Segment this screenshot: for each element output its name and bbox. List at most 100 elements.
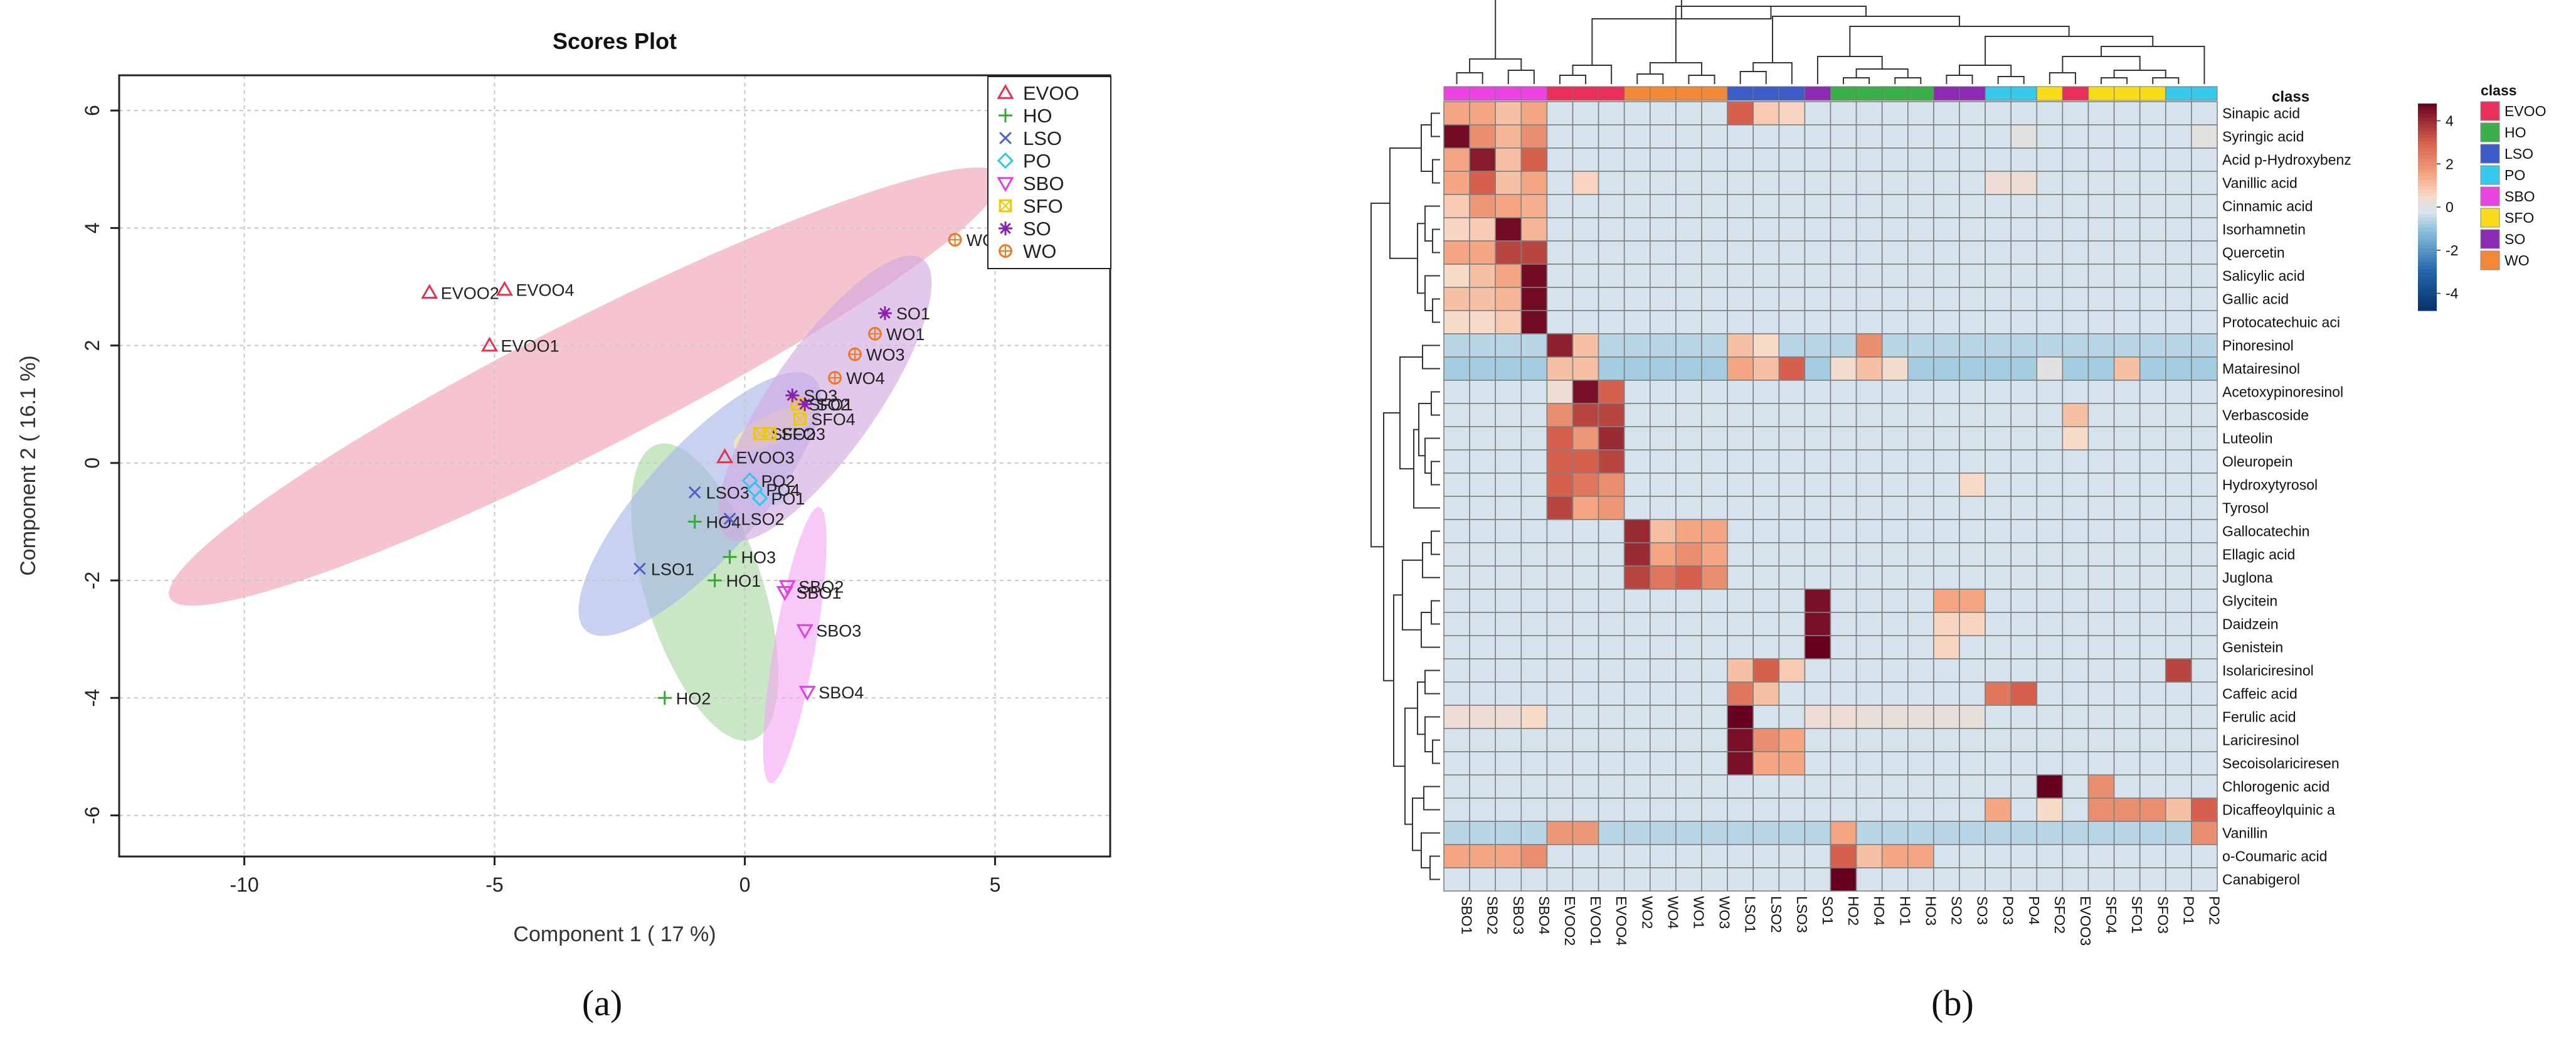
heatmap-cell <box>1623 310 1651 334</box>
heatmap-cell <box>1804 867 1831 892</box>
heatmap-cell <box>2010 774 2038 799</box>
legend-key-sfo <box>999 199 1012 213</box>
heatmap-cell <box>1907 240 1934 265</box>
colorbar-step <box>2418 155 2437 159</box>
heatmap-cell <box>1520 449 1548 474</box>
heatmap-cell <box>2087 240 2115 265</box>
heatmap-cell <box>1546 472 1574 497</box>
point-label: SFO4 <box>811 410 856 429</box>
heatmap-cell <box>1469 635 1497 659</box>
heatmap-cell <box>1855 426 1883 451</box>
heatmap-cell <box>2062 728 2089 752</box>
heatmap-cell <box>1804 844 1831 868</box>
heatmap-cell <box>1650 171 1677 195</box>
heatmap-cell <box>2087 519 2115 543</box>
heatmap-cell <box>1778 403 1806 427</box>
heatmap-cell <box>1650 310 1677 334</box>
heatmap-cell <box>1933 519 1960 543</box>
heatmap-cell <box>2087 589 2115 613</box>
heatmap-cell <box>1881 635 1909 659</box>
dendro-link <box>1559 75 1587 84</box>
heatmap-cell <box>1881 333 1909 358</box>
heatmap-cell <box>1985 728 2012 752</box>
heatmap-cell <box>2036 310 2064 334</box>
heatmap-cell <box>2087 867 2115 892</box>
heatmap-cell <box>1804 171 1831 195</box>
heatmap-cell <box>1752 310 1780 334</box>
heatmap-cell <box>1443 264 1470 288</box>
column-label: SBO2 <box>1485 896 1501 934</box>
heatmap-cell <box>2113 821 2141 845</box>
heatmap-cell <box>1959 217 1986 242</box>
heatmap-cell <box>1727 380 1754 404</box>
heatmap-cell <box>1727 449 1754 474</box>
row-label: Lariciresinol <box>2222 732 2299 749</box>
heatmap-cell <box>1675 101 1702 125</box>
heatmap-cell <box>1495 658 1522 683</box>
point-ho4 <box>687 515 702 529</box>
colorbar-step <box>2418 283 2437 287</box>
colorbar-step <box>2418 262 2437 267</box>
heatmap-cell <box>1623 426 1651 451</box>
heatmap-cell <box>1830 612 1857 636</box>
heatmap-cell <box>1650 542 1677 567</box>
heatmap-cell <box>2087 147 2115 172</box>
heatmap-cell <box>2010 472 2038 497</box>
heatmap-cell <box>1881 496 1909 520</box>
heatmap-cell <box>1881 519 1909 543</box>
heatmap-cell <box>2113 798 2141 822</box>
heatmap-cell <box>2036 635 2064 659</box>
row-label: Secoisolariciresen <box>2222 755 2340 772</box>
heatmap-cell <box>2191 751 2218 776</box>
heatmap-cell <box>1778 356 1806 381</box>
dendro-link <box>1849 26 2070 56</box>
heatmap-cell <box>1907 821 1934 845</box>
row-label: Hydroxytyrosol <box>2222 477 2318 493</box>
row-label: Juglona <box>2222 570 2273 586</box>
y-axis-label: Component 2 ( 16.1 %) <box>16 355 40 576</box>
heatmap-cell <box>1907 542 1934 567</box>
point-label: WO1 <box>886 325 925 344</box>
class-cell <box>1624 86 1651 101</box>
point-sfo3 <box>763 427 777 440</box>
heatmap-cell <box>1469 449 1497 474</box>
heatmap-cell <box>2191 867 2218 892</box>
heatmap-cell <box>1469 705 1497 729</box>
point-so1 <box>877 306 892 321</box>
heatmap-cell <box>1520 542 1548 567</box>
heatmap-cell <box>2191 171 2218 195</box>
heatmap-cell <box>1855 844 1883 868</box>
heatmap-cell <box>1469 821 1497 845</box>
colorbar-step <box>2418 214 2437 218</box>
heatmap-cell <box>1650 380 1677 404</box>
heatmap-cell <box>1598 774 1625 799</box>
heatmap-cell <box>1623 774 1651 799</box>
heatmap-cell <box>1520 681 1548 706</box>
heatmap-cell <box>1650 705 1677 729</box>
heatmap-cell <box>1650 821 1677 845</box>
column-label: PO2 <box>2206 896 2222 925</box>
heatmap-cell <box>2139 844 2166 868</box>
class-cell <box>1727 86 1754 101</box>
dendro-link <box>1997 76 2025 84</box>
heatmap-cell <box>1959 171 1986 195</box>
colorbar-step <box>2418 207 2437 211</box>
point-label: HO1 <box>726 572 761 590</box>
heatmap-cell <box>2036 264 2064 288</box>
point-sbo4 <box>798 686 816 701</box>
point-label: WO3 <box>866 346 905 365</box>
heatmap-cell <box>1907 681 1934 706</box>
heatmap-cell <box>2139 821 2166 845</box>
heatmap-cell <box>2087 658 2115 683</box>
dendro-link <box>1383 412 1400 681</box>
heatmap-cell <box>1623 147 1651 172</box>
heatmap-cell <box>1546 589 1574 613</box>
column-label: WO1 <box>1690 896 1707 929</box>
row-label: Pinoresinol <box>2222 338 2294 354</box>
heatmap-cell <box>1855 333 1883 358</box>
heatmap-cell <box>1804 565 1831 590</box>
heatmap-cell <box>2139 426 2166 451</box>
heatmap-cell <box>1727 217 1754 242</box>
heatmap-cell <box>1469 774 1497 799</box>
heatmap-cell <box>2165 472 2192 497</box>
